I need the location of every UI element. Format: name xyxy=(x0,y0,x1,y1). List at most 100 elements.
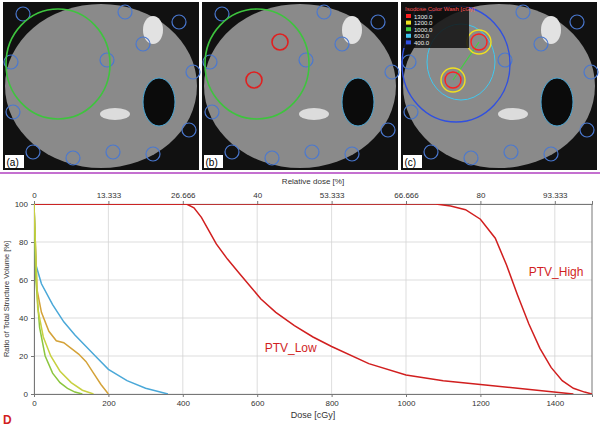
contour-spot xyxy=(335,37,349,51)
tick-mark xyxy=(183,394,184,397)
tick-mark xyxy=(257,201,258,204)
isodose-legend: Isodose Color Wash [cGy]1300.01200.01000… xyxy=(403,4,475,48)
legend-title: Isodose Color Wash [cGy] xyxy=(405,6,475,12)
tick-mark xyxy=(257,394,258,397)
contour-spot xyxy=(464,151,478,165)
tick-mark xyxy=(31,356,34,357)
contour-spot xyxy=(402,55,416,69)
grid-line xyxy=(480,204,481,394)
contour-spot xyxy=(516,5,530,19)
tick-label: 20 xyxy=(19,352,28,361)
tick-mark xyxy=(332,201,333,204)
airway xyxy=(541,78,573,126)
dvh-curve xyxy=(34,204,592,394)
bone xyxy=(100,108,130,120)
target-spot xyxy=(272,34,288,50)
x-axis: 0200400600800100012001400 xyxy=(32,394,592,408)
tick-label: 0 xyxy=(24,390,29,399)
grid-line xyxy=(34,356,592,357)
x2-axis-title: Relative dose [%] xyxy=(282,177,344,186)
isodose-line xyxy=(441,68,465,92)
panel-label: D xyxy=(3,413,12,427)
contour-spot xyxy=(26,145,40,159)
tick: 0 xyxy=(24,390,34,399)
tick-mark xyxy=(31,204,34,205)
contour-spot xyxy=(182,123,196,137)
axis-line xyxy=(35,395,593,398)
tick-mark xyxy=(108,394,109,397)
grid-line xyxy=(257,204,258,394)
contour-spot xyxy=(106,145,120,159)
dvh-curve xyxy=(34,204,108,394)
tumor-contour xyxy=(205,9,309,119)
tick: 13.333 xyxy=(97,191,122,204)
tick-mark xyxy=(555,201,556,204)
label-patch xyxy=(204,155,223,168)
contour-spot xyxy=(404,105,418,119)
image-panel: Isodose Color Wash [cGy]1300.01200.01000… xyxy=(401,2,598,170)
axis-line xyxy=(35,201,593,205)
dvh-curve xyxy=(34,204,573,394)
tick-mark xyxy=(480,394,481,397)
tick-mark xyxy=(406,394,407,397)
x2-axis: 013.33326.6664053.33366.6668093.333 xyxy=(32,191,592,205)
grid-line xyxy=(554,204,555,394)
tick-label: 93.333 xyxy=(543,191,568,200)
tick-label: 80 xyxy=(476,191,485,200)
grid-line xyxy=(406,204,407,394)
image-panel: (b) xyxy=(202,2,399,170)
isodose-line xyxy=(467,30,491,54)
tick-mark xyxy=(332,394,333,397)
contour-spot xyxy=(205,105,219,119)
contour-spot xyxy=(534,37,548,51)
curve-label: PTV_Low xyxy=(265,341,317,355)
contour-spot xyxy=(136,37,150,51)
dvh-curve xyxy=(34,204,168,394)
contour-spot xyxy=(118,5,132,19)
panel-label: (a) xyxy=(7,157,19,168)
bone xyxy=(299,108,329,120)
tick: 1200 xyxy=(472,394,490,408)
tick-mark xyxy=(108,201,109,204)
tick: 200 xyxy=(102,394,116,408)
contour-spot xyxy=(225,145,239,159)
tick-label: 600 xyxy=(251,399,265,408)
panel-background xyxy=(202,2,398,170)
contour-spot xyxy=(345,147,359,161)
isodose-line xyxy=(445,72,461,88)
tick-label: 13.333 xyxy=(97,191,122,200)
legend-label: 1300.0 xyxy=(414,14,433,20)
label-patch xyxy=(403,155,422,168)
grid-line xyxy=(34,280,592,281)
panel-background xyxy=(401,2,597,170)
tick-mark xyxy=(34,201,35,204)
bone xyxy=(342,16,362,44)
legend-label: 400.0 xyxy=(414,40,430,46)
tick-mark xyxy=(31,318,34,319)
tick-label: 0 xyxy=(32,191,37,200)
tick: 40 xyxy=(253,191,262,204)
tick-mark xyxy=(31,280,34,281)
tick: 80 xyxy=(19,238,34,247)
tick: 53.333 xyxy=(320,191,345,204)
dvh-curve xyxy=(34,204,82,394)
legend-swatch xyxy=(406,40,411,44)
panel-background xyxy=(3,2,199,170)
tick-label: 1200 xyxy=(472,399,490,408)
plot-background xyxy=(34,204,592,394)
contour-spot xyxy=(580,123,594,137)
tick-mark xyxy=(31,242,34,243)
contour-spot xyxy=(317,5,331,19)
tick: 40 xyxy=(19,314,34,323)
tick-label: 66.666 xyxy=(394,191,419,200)
contour-spot xyxy=(186,65,200,79)
contour-spot xyxy=(146,147,160,161)
curve-label: PTV_High xyxy=(529,265,584,279)
legend-swatch xyxy=(406,14,411,18)
tick-label: 100 xyxy=(15,200,29,209)
contour-spot xyxy=(424,145,438,159)
contour-spot xyxy=(584,65,598,79)
y-axis-title: Ratio of Total Structure Volume [%] xyxy=(2,241,11,357)
tick: 400 xyxy=(177,394,191,408)
grid-line xyxy=(108,204,109,394)
